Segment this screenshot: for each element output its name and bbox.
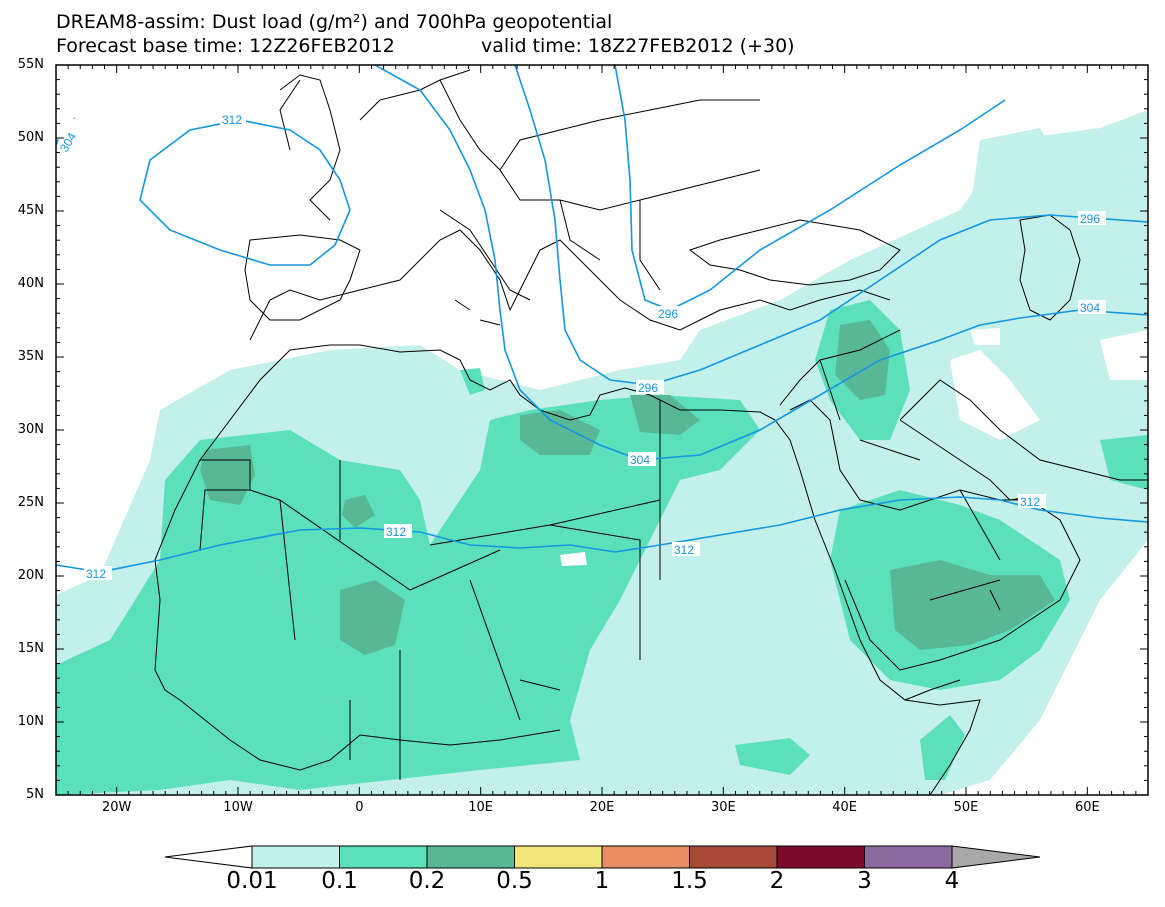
colorbar-label: 0.5: [496, 868, 533, 894]
coast-west-africa: [154, 344, 461, 771]
lat-label: 5N: [26, 787, 44, 802]
contour-label: 312: [222, 113, 242, 127]
dust-band-01e: [920, 715, 965, 780]
country-borders-europe: [439, 79, 761, 291]
clear-area-3: [1100, 330, 1148, 380]
dust-band-01f: [1100, 435, 1148, 490]
colorbar-box: [864, 845, 953, 869]
base-time: Forecast base time: 12Z26FEB2012: [56, 35, 395, 57]
colorbar-box: [251, 845, 340, 869]
dust-band-001b: [960, 128, 1148, 420]
contour-label-group: 312 304 312 312 312 312 296 296 304 304 …: [53, 112, 1106, 581]
contour-label: 312: [386, 525, 406, 539]
coast-gulf-guinea: [359, 729, 561, 746]
lon-label: 60E: [1074, 800, 1100, 815]
clear-area-4: [560, 552, 587, 566]
lat-label: 50N: [17, 130, 44, 145]
lon-label: 40E: [832, 800, 858, 815]
dust-band-01d: [735, 738, 810, 775]
lat-label: 30N: [17, 422, 44, 437]
colorbar-label: 1: [594, 868, 610, 894]
colorbar-label: 2: [769, 868, 785, 894]
coast-caspian: [1019, 214, 1081, 321]
colorbar-box: [601, 845, 690, 869]
lon-label: 20W: [101, 800, 132, 815]
lon-label: 20E: [589, 800, 615, 815]
coast-north-africa: [459, 359, 776, 421]
contour-trough-1: [374, 65, 1148, 461]
coast-black-sea: [688, 219, 901, 286]
axis-ticks: [55, 64, 1149, 796]
colorbar-label: 0.1: [321, 868, 358, 894]
coast-east-africa: [904, 699, 981, 795]
colorbar-box: [776, 845, 865, 869]
colorbar: [164, 845, 1041, 869]
colorbar-label: 0.01: [226, 868, 278, 894]
coast-gulf: [899, 419, 1041, 501]
coast-italy: [439, 209, 531, 326]
contour-312-low-europe: [139, 119, 351, 266]
map-subtitle: Forecast base time: 12Z26FEB2012 valid ti…: [56, 35, 795, 57]
lat-label: 20N: [17, 568, 44, 583]
clear-area-1: [950, 350, 1040, 440]
contour-label: 304: [1080, 301, 1100, 315]
country-borders-africa: [199, 400, 661, 780]
valid-time: valid time: 18Z27FEB2012 (+30): [481, 35, 795, 57]
contour-label: 312: [674, 543, 694, 557]
coast-red-sea: [774, 419, 961, 701]
lon-label: 10E: [468, 800, 494, 815]
colorbar-high-arrow: [951, 845, 1041, 869]
lat-label: 15N: [17, 641, 44, 656]
colorbar-box: [426, 845, 515, 869]
contour-trough-3: [614, 65, 1006, 311]
colorbar-label: 1.5: [671, 868, 708, 894]
lon-label: 0: [355, 800, 364, 815]
dust-band-02b: [340, 580, 405, 655]
coast-europe-med: [249, 229, 891, 341]
contour-label: 296: [1080, 212, 1100, 226]
map-title: DREAM8-assim: Dust load (g/m²) and 700hP…: [56, 11, 613, 33]
colorbar-label: 3: [857, 868, 872, 894]
colorbar-label: 0.2: [408, 868, 446, 894]
contour-label: 296: [638, 381, 658, 395]
colorbar-box: [514, 845, 603, 869]
colorbar-label: 4: [944, 868, 960, 894]
coast-iran: [899, 379, 1148, 481]
lat-label: 55N: [17, 57, 44, 72]
contour-label: 304: [630, 453, 650, 467]
contour-label: 312: [86, 567, 106, 581]
dust-band-02d: [630, 395, 700, 435]
clear-area-2: [970, 328, 1000, 345]
lat-label: 45N: [17, 203, 44, 218]
coast-iberia: [244, 234, 361, 321]
lat-label: 10N: [17, 714, 44, 729]
colorbar-box: [339, 845, 428, 869]
coast-france-uk: [279, 69, 471, 221]
lon-label: 50E: [953, 800, 979, 815]
colorbar-low-arrow: [164, 845, 253, 869]
dust-band-02c: [520, 410, 600, 455]
dust-band-02e: [835, 320, 890, 400]
lon-label: 10W: [223, 800, 253, 815]
colorbar-box: [689, 845, 778, 869]
lon-label: 30E: [710, 800, 736, 815]
contour-label: 296: [658, 307, 678, 321]
dust-field: [56, 110, 1148, 795]
contour-312-main: [56, 496, 1148, 573]
colorbar-boxes: [251, 845, 953, 869]
lat-label: 40N: [17, 276, 44, 291]
contour-label: 312: [1020, 495, 1040, 509]
lat-label: 25N: [17, 495, 44, 510]
lat-label: 35N: [17, 349, 44, 364]
dust-band-02g: [342, 495, 375, 528]
dust-band-02f: [890, 560, 1055, 650]
